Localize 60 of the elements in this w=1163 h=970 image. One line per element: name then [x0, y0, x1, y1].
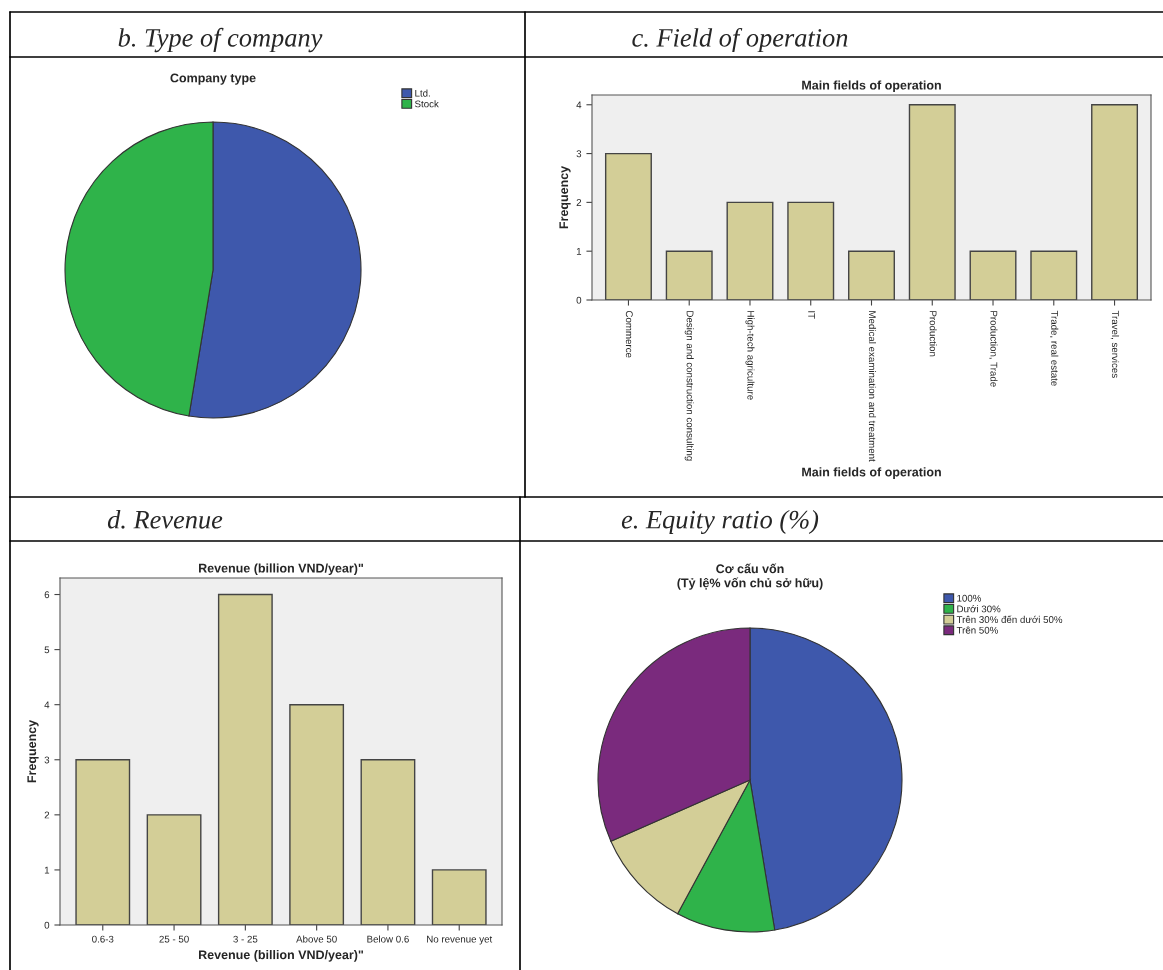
bar [604, 152, 652, 300]
y-tick-label: 2 [576, 199, 582, 206]
bar [787, 201, 835, 300]
y-tick-label: 4 [576, 101, 582, 109]
y-tick-label: 0 [44, 921, 50, 929]
bar [360, 759, 416, 925]
legend-label: Ltd. [415, 89, 430, 97]
y-tick-label: 6 [44, 591, 50, 599]
y-axis-title: Frequency [559, 165, 571, 229]
x-axis-title: Main fields of operation [802, 467, 941, 479]
x-tick-label: Travel, services [1110, 310, 1120, 378]
bar [289, 703, 345, 925]
chart-subtitle: Company type [170, 73, 256, 85]
chart-subtitle: Main fields of operation [802, 80, 941, 93]
chart-title: d. Revenue [107, 510, 223, 529]
chart-title: b. Type of company [118, 27, 323, 53]
y-tick-label: 3 [576, 150, 582, 158]
x-tick-label: No revenue yet [427, 935, 493, 945]
legend-label: 100% [957, 594, 982, 602]
bar [908, 104, 956, 300]
x-tick-label: 3 - 25 [233, 935, 258, 943]
bar [969, 250, 1017, 300]
x-tick-label: 25 - 50 [159, 935, 189, 943]
y-tick-label: 1 [576, 248, 582, 255]
chart-title: e. Equity ratio (%) [621, 510, 819, 534]
y-axis-title: Frequency [27, 719, 39, 783]
bar [665, 250, 713, 300]
y-tick-label: 5 [44, 646, 50, 654]
x-tick-label: Trade, real estate [1050, 310, 1059, 386]
x-tick-label: High-tech agriculture [745, 311, 755, 400]
y-tick-label: 4 [44, 701, 50, 709]
y-tick-label: 1 [44, 866, 50, 874]
bar [217, 593, 273, 925]
x-tick-label: 0.6-3 [92, 935, 114, 943]
bar [146, 814, 202, 925]
legend-label: Dưới 30% [957, 605, 1001, 613]
bar [75, 759, 131, 925]
x-tick-label: Commerce [625, 310, 633, 358]
legend-label: Trên 30% đến dưới 50% [956, 615, 1063, 624]
x-tick-label: IT [808, 311, 815, 319]
bar [726, 201, 774, 300]
y-tick-label: 2 [44, 811, 50, 819]
x-tick-label: Design and construction consulting [684, 311, 694, 461]
chart-subtitle: Cơ cấu vốn (Tỷ lệ% vốn chủ sở hữu) [677, 563, 823, 590]
bar [1030, 250, 1078, 300]
x-tick-label: Below 0.6 [367, 935, 409, 943]
y-tick-label: 0 [576, 296, 582, 304]
y-tick-label: 3 [44, 756, 50, 764]
bar [431, 869, 487, 925]
bar [848, 250, 895, 300]
x-tick-label: Production, Trade [989, 311, 998, 387]
x-tick-label: Medical examination and treatment [868, 311, 877, 462]
chart-title: c. Field of operation [632, 27, 848, 53]
x-tick-label: Production [929, 311, 937, 357]
chart-subtitle: Revenue (billion VND/year)" [199, 563, 364, 576]
legend-label: Trên 50% [956, 626, 998, 634]
x-tick-label: Above 50 [296, 935, 337, 943]
legend-label: Stock [414, 100, 439, 108]
bar [1091, 104, 1139, 300]
x-axis-title: Revenue (billion VND/year)" [199, 950, 364, 962]
